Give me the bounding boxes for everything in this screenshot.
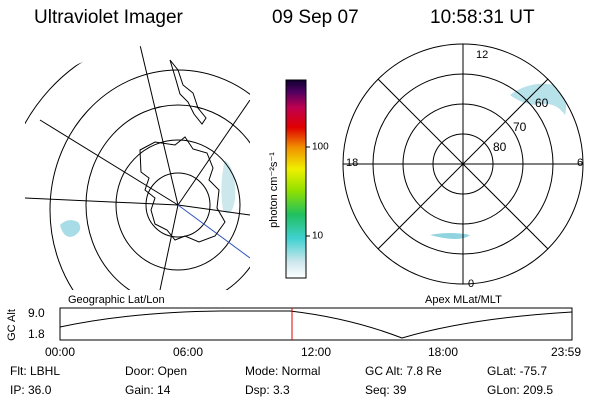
aurora-blob bbox=[60, 220, 81, 237]
polar-map bbox=[342, 43, 584, 285]
meridian bbox=[39, 119, 179, 206]
info-field: IP: 36.0 bbox=[10, 383, 52, 397]
mlat-label: 70 bbox=[513, 120, 527, 134]
altitude-xtick: 18:00 bbox=[428, 345, 458, 359]
meridian bbox=[177, 204, 250, 216]
mlat-label: 60 bbox=[535, 96, 549, 110]
mlt-label: 0 bbox=[468, 278, 474, 290]
colorbar bbox=[285, 79, 307, 279]
colorbar-tick-label: 10 bbox=[312, 231, 324, 242]
altitude-xtick: 12:00 bbox=[301, 345, 331, 359]
title: Ultraviolet Imager bbox=[34, 7, 184, 28]
altitude-xticks: 00:00 06:00 12:00 18:00 23:59 bbox=[45, 345, 581, 359]
altitude-xtick: 23:59 bbox=[551, 345, 581, 359]
mlat-label: 80 bbox=[493, 140, 507, 154]
time: 10:58:31 UT bbox=[430, 7, 535, 28]
info-field: Door: Open bbox=[125, 364, 187, 378]
altitude-ytick: 1.8 bbox=[28, 327, 45, 341]
mlt-label: 6 bbox=[577, 157, 583, 169]
info-field: GLon: 209.5 bbox=[487, 383, 553, 397]
mlt-label: 12 bbox=[476, 49, 488, 61]
lat-circle bbox=[115, 139, 241, 271]
aurora-blob bbox=[221, 160, 236, 214]
meridian bbox=[177, 99, 250, 206]
meridian bbox=[159, 204, 179, 290]
lat-circle bbox=[145, 172, 211, 238]
altitude-frame bbox=[59, 307, 573, 341]
terminator bbox=[177, 204, 250, 259]
date: 09 Sep 07 bbox=[272, 7, 359, 28]
coastline bbox=[139, 136, 226, 243]
coastline bbox=[169, 59, 207, 125]
mlt-label: 18 bbox=[346, 157, 358, 169]
info-field: Seq: 39 bbox=[365, 383, 407, 397]
meridian bbox=[25, 197, 179, 206]
info-field: GLat: -75.7 bbox=[487, 364, 547, 378]
aurora-blob bbox=[430, 233, 470, 239]
info-field: Dsp: 3.3 bbox=[245, 383, 290, 397]
colorbar-tick-label: 100 bbox=[312, 142, 329, 153]
altitude-xtick: 00:00 bbox=[45, 345, 75, 359]
aurora-blob bbox=[510, 83, 567, 115]
altitude-curve bbox=[59, 310, 573, 339]
mlt-line bbox=[377, 78, 549, 250]
info-field: Flt: LBHL bbox=[10, 364, 60, 378]
altitude-xtick: 06:00 bbox=[173, 345, 203, 359]
lat-circle bbox=[85, 104, 250, 290]
map-label: Geographic Lat/Lon bbox=[68, 294, 165, 306]
colorbar-label: photon cm⁻²s⁻¹ bbox=[268, 152, 280, 228]
info-field: Mode: Normal bbox=[245, 364, 320, 378]
altitude-ytick: 9.0 bbox=[28, 306, 45, 320]
altitude-ylabel: GC Alt bbox=[6, 309, 18, 341]
meridian bbox=[139, 45, 179, 206]
info-field: Gain: 14 bbox=[125, 383, 171, 397]
geographic-map bbox=[25, 45, 250, 290]
info-field: GC Alt: 7.8 Re bbox=[365, 364, 442, 378]
info-panel: Flt: LBHL Door: Open Mode: Normal GC Alt: 7… bbox=[10, 364, 553, 397]
map-label: Apex MLat/MLT bbox=[425, 294, 502, 306]
